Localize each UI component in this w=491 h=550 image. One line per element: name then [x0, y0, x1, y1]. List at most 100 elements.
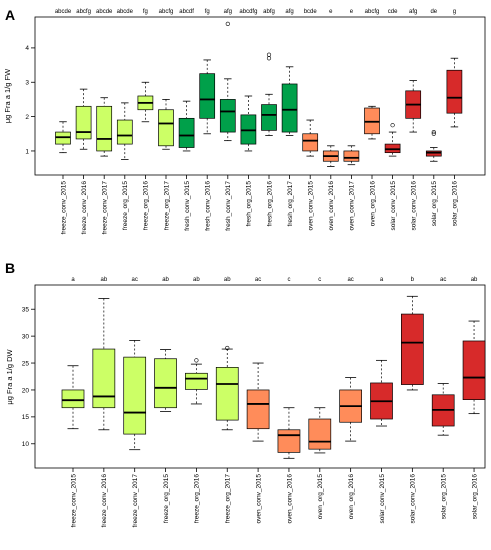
- significance-group-label: abcfg: [159, 9, 174, 15]
- category-label: oven_conv_2015: [308, 181, 315, 231]
- category-label: fresh_conv_2015: [184, 181, 191, 231]
- panel-letter-b: B: [5, 260, 15, 276]
- category-label: freeze_conv_2017: [102, 181, 109, 235]
- category-label: freeze_org_2017: [225, 474, 232, 524]
- category-label: freeze_conv_2016: [81, 181, 88, 235]
- significance-group-label: afg: [285, 9, 293, 15]
- box-solar_org_2016: [446, 69, 463, 114]
- category-label: solar_org_2015: [441, 474, 448, 520]
- category-label: oven_conv_2015: [255, 474, 262, 524]
- significance-group-label: ac: [132, 277, 138, 283]
- category-label: solar_conv_2016: [410, 474, 417, 524]
- box-freeze_conv_2016: [75, 105, 92, 140]
- outlier-point: [266, 56, 272, 61]
- category-label: oven_conv_2016: [328, 181, 335, 231]
- category-label: oven_org_2016: [369, 181, 376, 227]
- significance-group-label: e: [350, 9, 354, 15]
- category-label: fresh_org_2016: [266, 181, 273, 227]
- box-freeze_conv_2015: [61, 389, 85, 409]
- significance-group-label: g: [453, 9, 456, 15]
- significance-group-label: ab: [101, 277, 108, 283]
- box-freeze_org_2015: [154, 358, 177, 409]
- box-fresh_conv_2017: [219, 99, 236, 133]
- category-label: solar_conv_2015: [379, 474, 386, 524]
- significance-group-label: e: [329, 9, 333, 15]
- box-freeze_conv_2017: [123, 356, 147, 435]
- y-axis-label: μg Fra a 1/g FW: [3, 68, 12, 123]
- significance-group-label: c: [318, 277, 321, 283]
- y-tick-label: 35: [22, 307, 30, 314]
- y-tick-label: 10: [22, 441, 30, 448]
- category-label: oven_conv_2016: [286, 474, 293, 524]
- boxplot-panel-b: μg Fra a 1/g DW 10 15 20 25 30 35 a freeze_conv_…: [5, 277, 486, 528]
- significance-group-label: ac: [255, 277, 261, 283]
- significance-group-label: ab: [224, 277, 231, 283]
- y-tick-label: 20: [22, 387, 30, 394]
- category-label: solar_conv_2016: [411, 181, 418, 231]
- significance-group-label: ac: [347, 277, 353, 283]
- significance-group-label: abcfg: [365, 9, 380, 15]
- outlier-point: [431, 131, 436, 136]
- box-solar_conv_2016: [401, 313, 424, 385]
- y-axis-label: μg Fra a 1/g DW: [5, 348, 14, 404]
- outlier-point: [431, 129, 436, 135]
- category-label: freeze_conv_2016: [101, 474, 108, 528]
- box-freeze_conv_2016: [92, 348, 116, 409]
- category-label: fresh_conv_2017: [225, 181, 232, 231]
- outlier-point: [225, 21, 230, 26]
- box-fresh_org_2016: [261, 104, 277, 131]
- significance-group-label: fg: [205, 9, 210, 15]
- significance-group-label: c: [287, 277, 290, 283]
- category-label: freeze_conv_2017: [132, 474, 139, 528]
- plot-frame: [34, 16, 486, 176]
- category-label: fresh_org_2015: [246, 181, 253, 227]
- box-solar_org_2016: [462, 340, 486, 400]
- significance-group-label: de: [430, 9, 437, 15]
- significance-group-label: ac: [440, 277, 446, 283]
- category-label: freeze_org_2016: [194, 474, 201, 524]
- category-label: solar_org_2016: [471, 474, 478, 520]
- category-label: fresh_conv_2016: [205, 181, 212, 231]
- outlier-point: [225, 345, 230, 351]
- significance-group-label: afg: [224, 9, 232, 15]
- box-freeze_org_2015: [116, 119, 133, 145]
- category-label: freeze_org_2017: [163, 181, 170, 231]
- significance-group-label: abcde: [117, 9, 134, 15]
- significance-group-label: abcfg: [76, 9, 91, 15]
- significance-group-label: cde: [388, 9, 398, 15]
- panel-letter-a: A: [5, 7, 15, 23]
- significance-group-label: abcdfg: [239, 9, 257, 15]
- significance-group-label: ab: [471, 277, 478, 283]
- significance-group-label: afg: [409, 9, 417, 15]
- significance-group-label: abcde: [96, 9, 113, 15]
- category-label: freeze_conv_2015: [60, 181, 67, 235]
- box-freeze_org_2017: [215, 367, 239, 421]
- box-freeze_conv_2017: [96, 105, 113, 152]
- category-label: freeze_org_2015: [122, 181, 129, 231]
- significance-group-label: a: [71, 277, 75, 283]
- box-freeze_org_2016: [185, 372, 208, 390]
- y-tick-label: 1: [25, 148, 29, 155]
- boxplot-panel-a: μg Fra a 1/g FW 1 2 3 4 abcde freeze_conv_2015…: [3, 9, 486, 235]
- box-freeze_org_2017: [158, 109, 174, 147]
- category-label: solar_org_2015: [431, 181, 438, 227]
- category-label: solar_conv_2015: [390, 181, 397, 231]
- y-tick-label: 30: [22, 333, 30, 340]
- y-tick-label: 2: [25, 114, 29, 121]
- y-tick-label: 15: [22, 414, 30, 421]
- category-label: freeze_org_2016: [143, 181, 150, 231]
- outlier-point: [194, 358, 199, 363]
- category-label: solar_org_2016: [452, 181, 459, 227]
- box-oven_conv_2015: [302, 133, 319, 152]
- box-oven_conv_2015: [246, 389, 270, 430]
- box-fresh_org_2017: [281, 83, 298, 133]
- category-label: freeze_conv_2015: [70, 474, 77, 528]
- box-fresh_conv_2015: [178, 117, 195, 148]
- significance-group-label: abcde: [55, 9, 72, 15]
- significance-group-label: abcdf: [179, 9, 194, 15]
- outlier-point: [266, 52, 272, 57]
- box-oven_conv_2016: [277, 429, 301, 453]
- significance-group-label: a: [380, 277, 384, 283]
- significance-group-label: bcde: [304, 9, 318, 15]
